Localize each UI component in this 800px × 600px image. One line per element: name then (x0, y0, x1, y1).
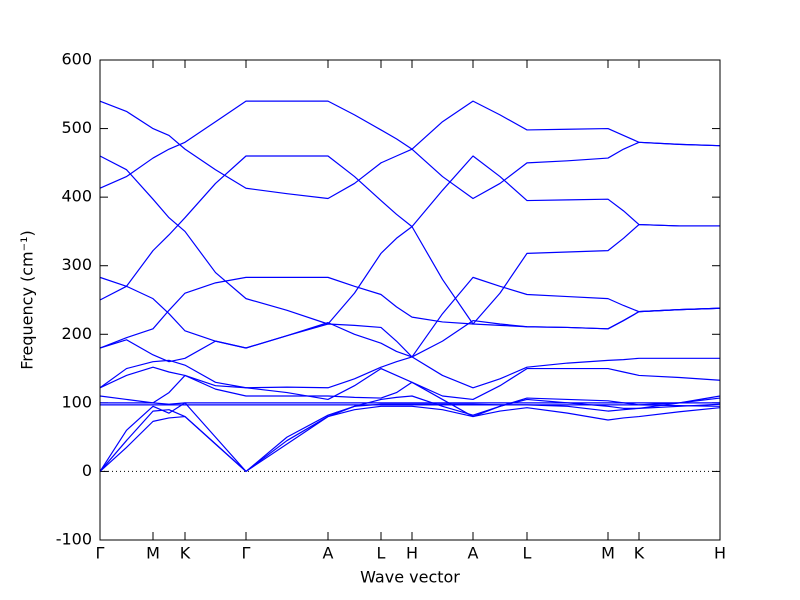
y-tick-label: 100 (61, 392, 92, 411)
band-line (99, 374, 721, 418)
x-tick-label: M (146, 544, 160, 563)
band-line (99, 405, 721, 473)
x-tick-label: K (180, 544, 191, 563)
band-line (100, 402, 720, 405)
band-line (99, 395, 721, 473)
x-tick-label: A (323, 544, 334, 563)
y-tick-label: 0 (82, 461, 92, 480)
x-tick-label: Γ (96, 544, 105, 563)
band-line (99, 100, 721, 200)
band-line (99, 356, 720, 389)
y-axis-label: Frequency (cm⁻¹) (18, 230, 37, 369)
x-tick-label: H (714, 544, 726, 563)
x-tick-label: H (406, 544, 418, 563)
y-tick-label: 600 (61, 50, 92, 69)
band-line (99, 155, 720, 325)
band-line (99, 366, 721, 401)
x-tick-label: M (601, 544, 615, 563)
x-tick-label: L (523, 544, 532, 563)
band-line (99, 276, 721, 358)
band-line (99, 403, 721, 473)
y-tick-label: -100 (56, 530, 92, 549)
band-line (100, 404, 721, 407)
x-tick-label: L (377, 544, 386, 563)
band-line (99, 155, 720, 325)
band-line (99, 307, 721, 363)
y-tick-label: 500 (61, 118, 92, 137)
y-tick-label: 200 (61, 324, 92, 343)
x-tick-label: A (468, 544, 479, 563)
y-tick-label: 400 (61, 187, 92, 206)
y-tick-label: 300 (61, 255, 92, 274)
x-axis-label: Wave vector (360, 568, 460, 587)
x-tick-label: Γ (242, 544, 251, 563)
plot-frame (99, 59, 721, 541)
x-tick-label: K (634, 544, 645, 563)
